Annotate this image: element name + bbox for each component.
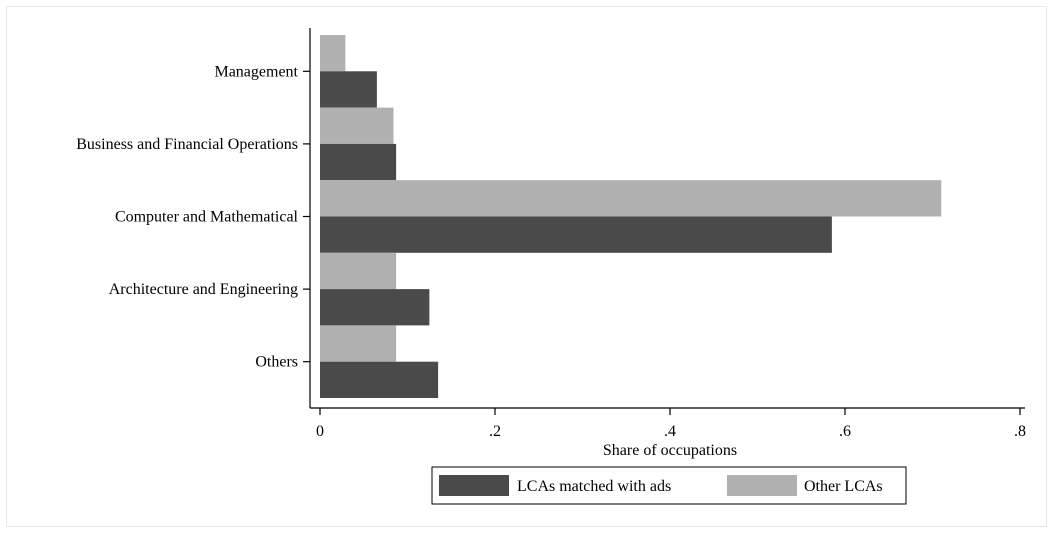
x-tick-label: .6 [839,423,851,440]
bars-group [320,35,942,398]
bar-lcas-matched-computer-and-mathematical [320,216,832,253]
bar-lcas-matched-management [320,71,377,108]
x-tick-label: .8 [1014,423,1026,440]
y-tick-label-computer-and-mathematical: Computer and Mathematical [115,209,299,226]
bar-lcas-matched-architecture-and-engineering [320,289,430,326]
x-tick-label: 0 [316,423,324,440]
legend-box [431,466,907,505]
legend-label-other-lcas: Other LCAs [804,478,883,495]
bar-other-lcas-others [320,325,397,362]
legend: LCAs matched with ads Other LCAs [431,466,907,505]
axes-group [309,28,1025,409]
x-tick-label: .2 [489,423,501,440]
legend-swatch-other-lcas [727,475,797,496]
y-tick-label-management: Management [214,63,298,80]
x-axis-title: Share of occupations [603,442,737,459]
bar-other-lcas-management [320,35,346,72]
legend-label-lcas-matched: LCAs matched with ads [517,478,671,495]
bar-other-lcas-architecture-and-engineering [320,252,397,290]
x-tick-label: .4 [664,423,676,440]
plot-frame-outline [6,6,1047,527]
bar-other-lcas-business-and-financial-operations [320,107,394,144]
y-tick-label-business-and-financial-operations: Business and Financial Operations [76,136,298,153]
bar-lcas-matched-others [320,361,439,398]
legend-swatch-lcas-matched [439,475,509,496]
bar-other-lcas-computer-and-mathematical [320,180,942,217]
bar-lcas-matched-business-and-financial-operations [320,143,397,181]
x-ticks-group: 0 .2 .4 .6 .8 [316,408,1026,440]
y-tick-label-architecture-and-engineering: Architecture and Engineering [109,281,298,298]
y-ticks-group: Management Business and Financial Operati… [76,63,310,371]
y-tick-label-others: Others [255,354,298,371]
